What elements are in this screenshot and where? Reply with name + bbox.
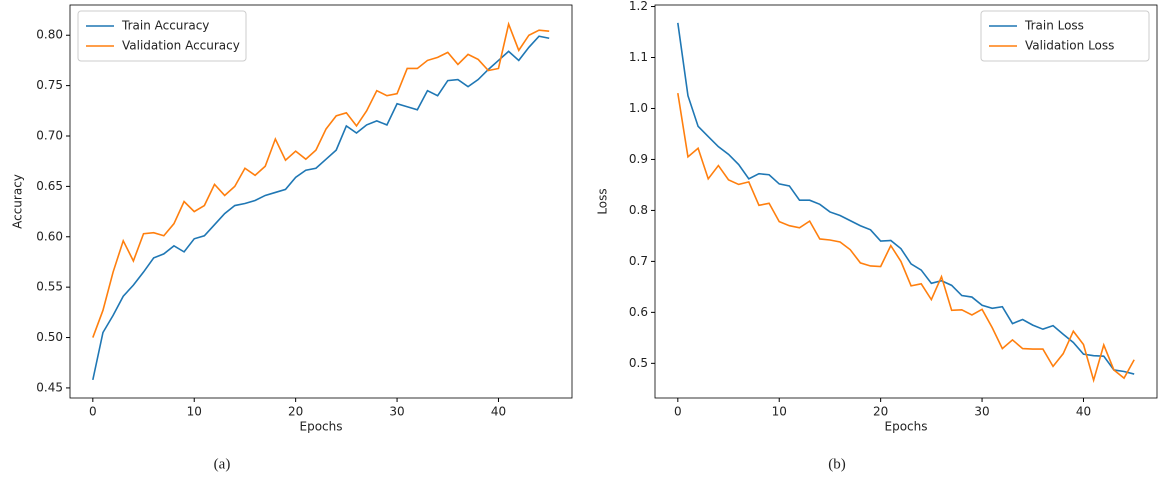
legend: Train Loss Validation Loss: [980, 10, 1150, 62]
legend: Train Accuracy Validation Accuracy: [77, 10, 247, 62]
y-tick-label: 0.7: [629, 254, 648, 268]
x-tick-label: 20: [288, 405, 303, 419]
legend-label: Train Accuracy: [121, 19, 209, 33]
x-tick-label: 30: [974, 405, 989, 419]
legend-label: Validation Accuracy: [122, 39, 240, 53]
y-tick-label: 0.65: [36, 179, 63, 193]
y-tick-label: 0.60: [36, 229, 63, 243]
line-series: [92, 35, 550, 381]
x-axis-label: Epochs: [885, 420, 928, 434]
y-tick-label: 0.5: [629, 356, 648, 370]
axes-frame: [654, 4, 1158, 399]
y-tick-label: 0.70: [36, 129, 63, 143]
x-axis-label: Epochs: [300, 420, 343, 434]
line-series: [677, 93, 1135, 384]
y-tick-label: 1.2: [629, 0, 648, 13]
legend-box: [980, 10, 1150, 62]
legend-label: Validation Loss: [1025, 39, 1114, 53]
x-tick-label: 30: [389, 405, 404, 419]
line-series: [92, 21, 550, 338]
axes-frame: [69, 4, 573, 399]
x-tick-label: 10: [187, 405, 202, 419]
x-tick-label: 10: [772, 405, 787, 419]
legend-label: Train Loss: [1024, 19, 1084, 33]
y-tick-label: 1.0: [629, 101, 648, 115]
y-tick-label: 0.6: [629, 305, 648, 319]
x-tick-label: 0: [89, 405, 97, 419]
legend-box: [77, 10, 247, 62]
y-tick-label: 0.55: [36, 280, 63, 294]
y-axis-label: Loss: [596, 188, 610, 214]
y-tick-label: 0.9: [629, 152, 648, 166]
y-tick-label: 0.80: [36, 28, 63, 42]
x-tick-label: 20: [873, 405, 888, 419]
caption: (b): [828, 456, 846, 472]
x-tick-label: 40: [1076, 405, 1091, 419]
y-tick-label: 0.75: [36, 78, 63, 92]
x-tick-label: 0: [674, 405, 682, 419]
caption: (a): [214, 456, 231, 472]
y-tick-label: 1.1: [629, 50, 648, 64]
y-axis-label: Accuracy: [11, 174, 25, 229]
x-tick-label: 40: [491, 405, 506, 419]
line-series: [677, 22, 1135, 375]
y-tick-label: 0.45: [36, 380, 63, 394]
y-tick-label: 0.8: [629, 203, 648, 217]
y-tick-label: 0.50: [36, 330, 63, 344]
